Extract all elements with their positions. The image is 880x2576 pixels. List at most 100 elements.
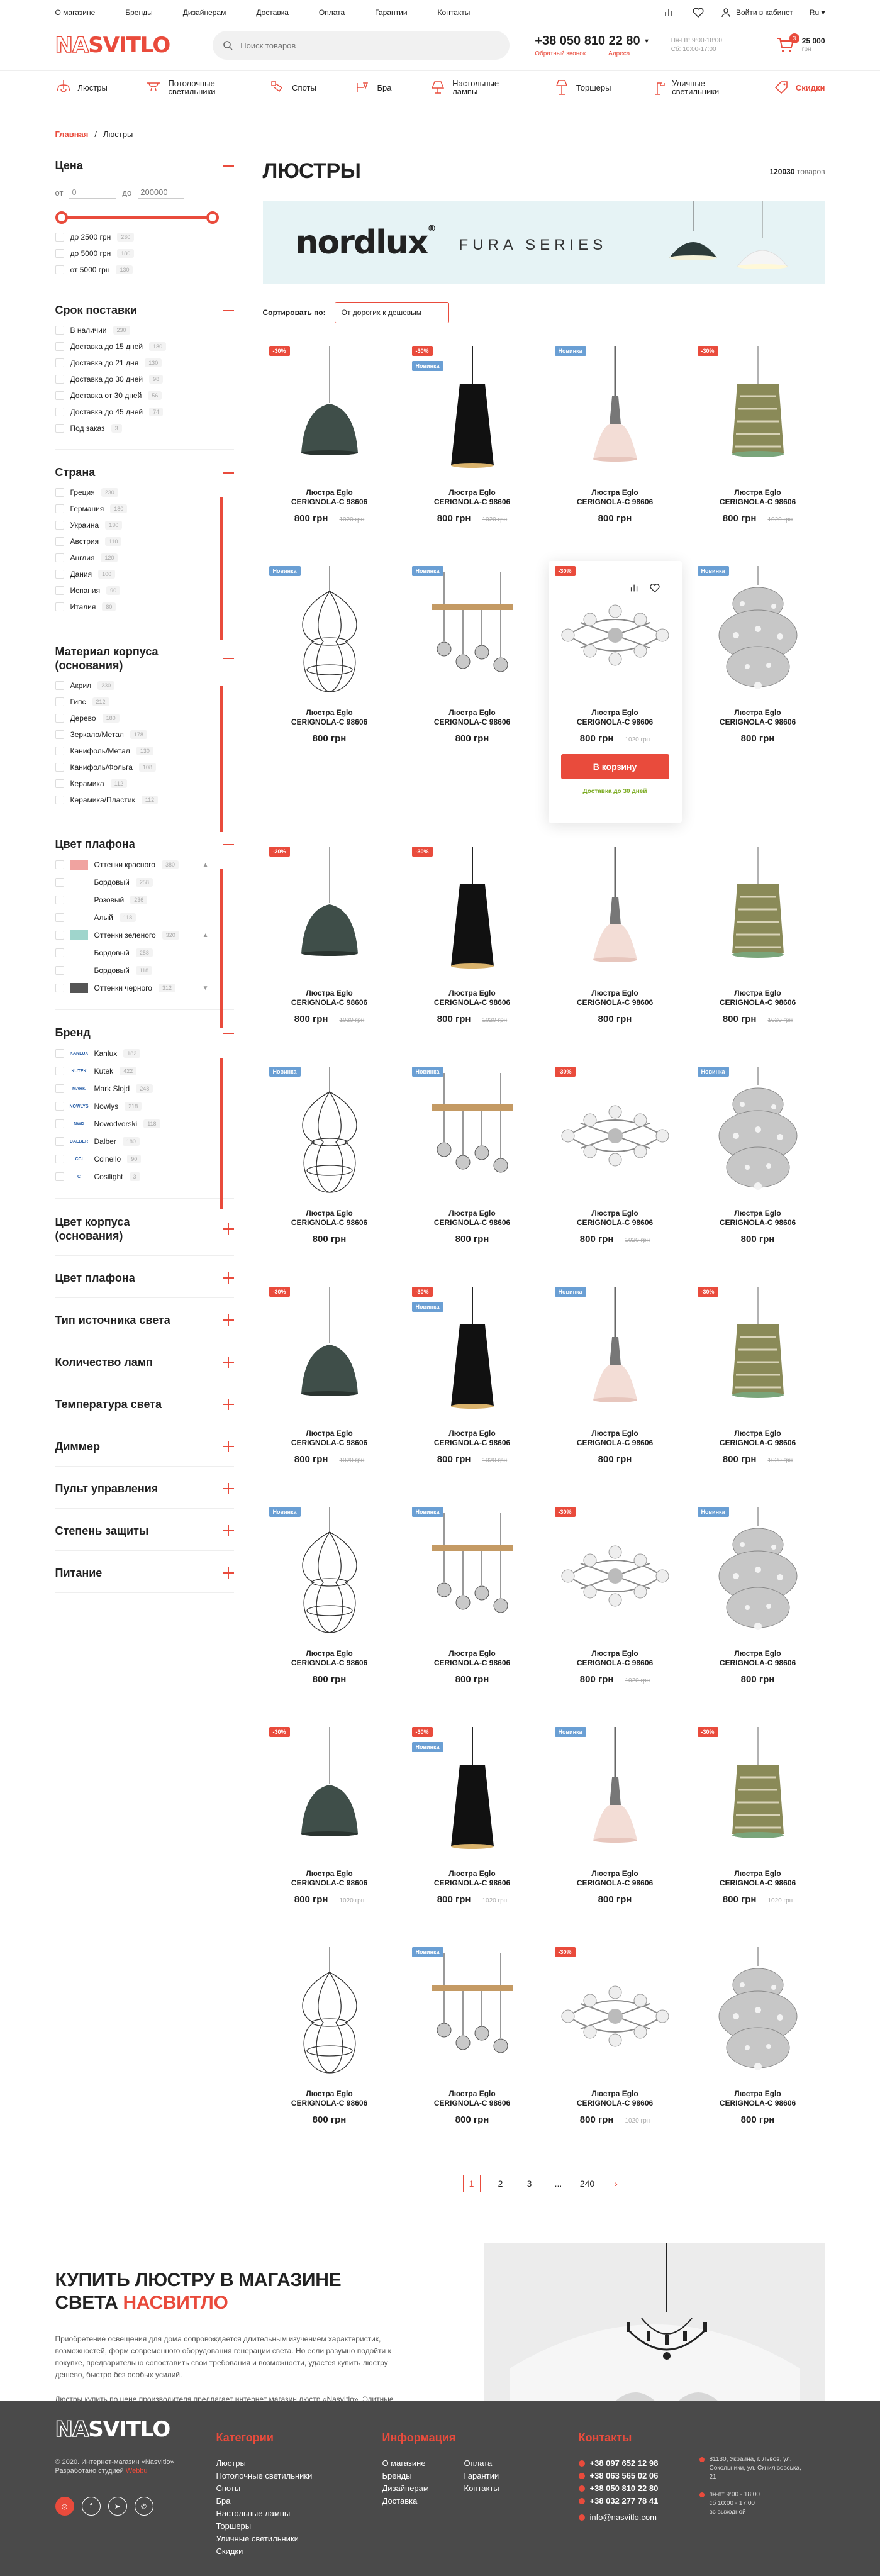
filter-option[interactable]: Бордовый 118 [55,965,234,975]
checkbox[interactable] [55,553,64,562]
product-image[interactable] [698,1947,818,2077]
footer-info-link[interactable]: Доставка [382,2496,418,2506]
product-card[interactable]: -30% Люстра Eglo CERIGNOLA-C 98606 800 грн 1… [549,1502,682,1703]
product-name[interactable]: Люстра Eglo CERIGNOLA-C 98606 [691,488,825,507]
filter-option[interactable]: В наличии 230 [55,326,234,335]
price-to-input[interactable] [138,186,185,199]
checkbox[interactable] [55,1067,64,1075]
expand-icon[interactable] [222,1441,234,1452]
filter-option[interactable]: Дания 100 [55,570,234,579]
product-name[interactable]: Люстра Eglo CERIGNOLA-C 98606 [406,708,539,727]
product-card[interactable]: -30% Люстра Eglo CERIGNOLA-C 98606 800 грн 1… [406,841,539,1043]
filter-option[interactable]: Оттенки черного 312 ▼ [55,983,234,993]
filter-option[interactable]: до 2500 грн 230 [55,233,234,242]
product-card[interactable]: -30% Люстра Eglo CERIGNOLA-C 98606 800 грн 1… [549,1062,682,1263]
filter-option[interactable]: C Cosilight 3 [55,1172,234,1182]
filter-option[interactable]: Австрия 110 [55,537,234,546]
product-card[interactable]: -30% Новинка Люстра Eglo CERIGNOLA-C 98606 8… [406,1722,539,1923]
filter-option[interactable]: Под заказ 3 [55,424,234,433]
filter-option[interactable]: Англия 120 [55,553,234,562]
category-sconce[interactable]: Бра [355,79,392,96]
topnav-about[interactable]: О магазине [55,8,96,17]
page-current[interactable]: 1 [462,2175,481,2192]
product-name[interactable]: Люстра Eglo CERIGNOLA-C 98606 [549,989,682,1008]
stores-link[interactable]: Адреса [608,50,630,57]
product-card[interactable]: -30% Люстра Eglo CERIGNOLA-C 98606 800 грн 1… [263,1282,396,1483]
product-name[interactable]: Люстра Eglo CERIGNOLA-C 98606 [263,1649,396,1668]
checkbox[interactable] [55,1119,64,1128]
filter-collapsed[interactable]: Степень защиты [55,1524,234,1551]
breadcrumb-home[interactable]: Главная [55,130,89,139]
product-name[interactable]: Люстра Eglo CERIGNOLA-C 98606 [691,2089,825,2108]
collapse-icon[interactable] [222,1032,234,1034]
filter-option[interactable]: Акрил 230 [55,681,234,690]
expand-icon[interactable] [222,1357,234,1368]
category-spot[interactable]: Споты [269,79,316,96]
filter-option[interactable]: Керамика/Пластик 112 [55,796,234,804]
checkbox[interactable] [55,878,64,887]
viber-icon[interactable]: ✆ [134,2497,153,2516]
checkbox[interactable] [55,1049,64,1058]
product-name[interactable]: Люстра Eglo CERIGNOLA-C 98606 [406,989,539,1008]
footer-logo[interactable]: NASVITLO [55,2418,216,2441]
filter-scrollbar[interactable] [220,1058,223,1209]
product-card[interactable]: -30% Люстра Eglo CERIGNOLA-C 98606 800 грн 1… [691,341,825,542]
product-card[interactable]: Новинка Люстра Eglo CERIGNOLA-C 98606 800 г… [549,1282,682,1483]
product-card[interactable]: -30% Люстра Eglo CERIGNOLA-C 98606 800 грн 1… [691,1722,825,1923]
product-card[interactable]: Новинка Люстра Eglo CERIGNOLA-C 98606 800 г… [406,1502,539,1703]
filter-option[interactable]: NOWLYS Nowlys 218 [55,1101,234,1111]
product-card[interactable]: Люстра Eglo CERIGNOLA-C 98606 800 грн [263,1942,396,2143]
price-slider[interactable] [55,210,219,225]
filter-option[interactable]: Доставка до 45 дней 74 [55,408,234,416]
product-image[interactable] [413,566,532,696]
product-card[interactable]: -30% Люстра Eglo CERIGNOLA-C 98606 800 грн 1… [263,841,396,1043]
filter-option[interactable]: Германия 180 [55,504,234,513]
product-name[interactable]: Люстра Eglo CERIGNOLA-C 98606 [406,1869,539,1888]
product-card[interactable]: -30% Люстра Eglo CERIGNOLA-C 98606 800 грн 1… [263,1722,396,1923]
filter-option[interactable]: Гипс 212 [55,697,234,706]
filter-collapsed[interactable]: Питание [55,1566,234,1593]
developer-link[interactable]: Webbu [125,2467,148,2475]
category-table-lamp[interactable]: Настольные лампы [430,79,515,96]
filter-option[interactable]: Оттенки зеленого 320 ▲ [55,930,234,940]
page-link[interactable]: 2 [498,2179,503,2189]
product-name[interactable]: Люстра Eglo CERIGNOLA-C 98606 [263,708,396,727]
product-card[interactable]: Новинка Люстра Eglo CERIGNOLA-C 98606 800 г… [406,561,539,762]
footer-category-link[interactable]: Споты [216,2484,241,2493]
topnav-designers[interactable]: Дизайнерам [182,8,226,17]
product-image[interactable] [555,1727,675,1857]
footer-phone[interactable]: +38 032 277 78 41 [578,2495,699,2507]
checkbox[interactable] [55,504,64,513]
filter-collapsed[interactable]: Диммер [55,1440,234,1467]
product-image[interactable] [270,1727,389,1857]
product-card[interactable]: Люстра Eglo CERIGNOLA-C 98606 800 грн 1020 … [691,841,825,1043]
filter-option[interactable]: Алый 118 [55,913,234,923]
chevron-down-icon[interactable]: ▾ [645,37,649,45]
filter-option[interactable]: MARK Mark Slojd 248 [55,1084,234,1094]
checkbox[interactable] [55,966,64,975]
footer-category-link[interactable]: Бра [216,2496,231,2506]
checkbox[interactable] [55,391,64,400]
filter-scrollbar[interactable] [220,497,223,640]
footer-info-link[interactable]: Контакты [464,2484,499,2493]
footer-category-link[interactable]: Потолочные светильники [216,2471,313,2480]
footer-info-link[interactable]: Бренды [382,2471,412,2480]
product-name[interactable]: Люстра Eglo CERIGNOLA-C 98606 [263,1429,396,1448]
product-name[interactable]: Люстра Eglo CERIGNOLA-C 98606 [549,488,682,507]
product-name[interactable]: Люстра Eglo CERIGNOLA-C 98606 [263,488,396,507]
product-name[interactable]: Люстра Eglo CERIGNOLA-C 98606 [263,2089,396,2108]
product-image[interactable] [413,1067,532,1196]
page-link[interactable]: 3 [526,2179,532,2189]
product-image[interactable] [270,1947,389,2077]
product-name[interactable]: Люстра Eglo CERIGNOLA-C 98606 [691,1869,825,1888]
product-image[interactable] [555,566,675,696]
checkbox[interactable] [55,1102,64,1111]
footer-info-link[interactable]: Дизайнерам [382,2484,429,2493]
filter-collapsed[interactable]: Пульт управления [55,1482,234,1509]
checkbox[interactable] [55,747,64,755]
product-name[interactable]: Люстра Eglo CERIGNOLA-C 98606 [263,1869,396,1888]
footer-phone[interactable]: +38 063 565 02 06 [578,2470,699,2482]
footer-info-link[interactable]: Гарантии [464,2471,499,2480]
product-image[interactable] [555,1067,675,1196]
product-name[interactable]: Люстра Eglo CERIGNOLA-C 98606 [549,2089,682,2108]
